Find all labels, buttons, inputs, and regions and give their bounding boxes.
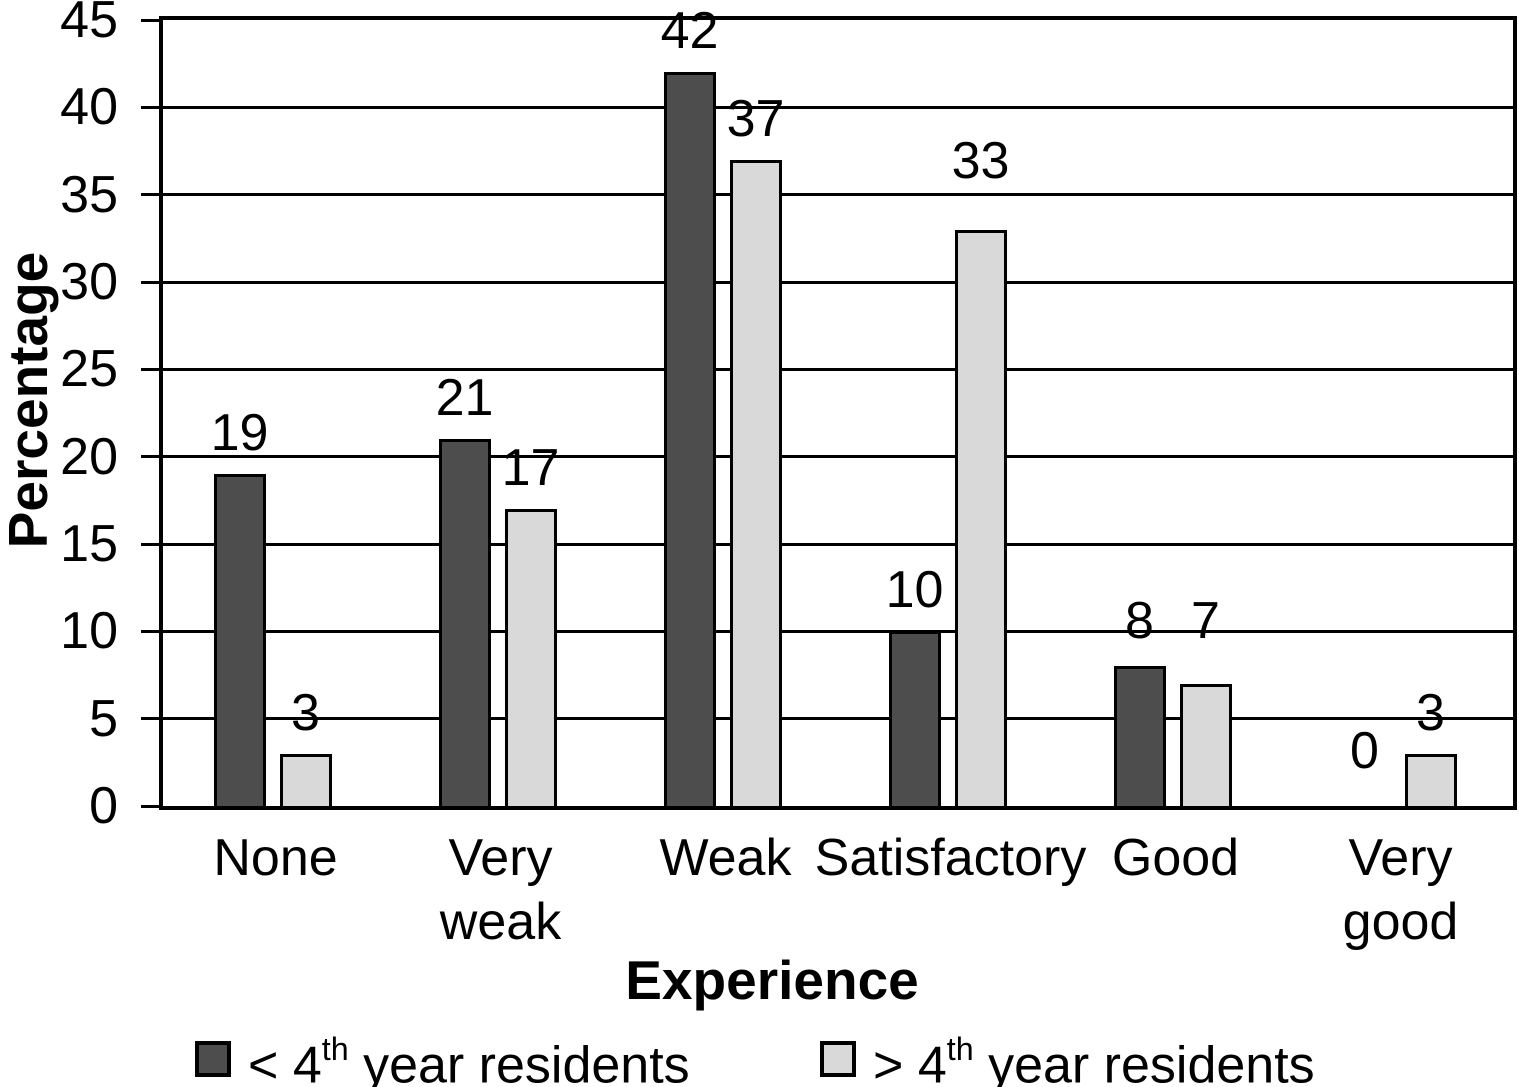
bar-lt4-3 [888,631,941,806]
y-tick-label: 5 [89,689,118,748]
bar-value-label: 19 [210,404,269,463]
x-category-label: Good [1111,829,1240,887]
grid-line [163,717,1513,721]
bar-lt4-0 [213,474,266,806]
bar-value-label: 7 [1191,591,1220,650]
grid-line [163,455,1513,459]
y-axis-tick [141,542,163,546]
x-category-label: Very good [1342,829,1459,951]
legend-swatch [820,1041,856,1078]
y-tick-label: 30 [60,253,118,311]
legend-label: > 4th year residents [873,1031,1315,1087]
y-axis-tick [141,105,163,109]
bar-lt4-1 [438,439,491,806]
x-category-label: Weak [659,829,792,887]
bar-gt4-1 [504,509,557,806]
y-tick-label: 45 [60,0,118,49]
y-axis-tick [141,367,163,371]
y-tick-label: 20 [60,427,118,486]
bar-gt4-5 [1404,753,1457,806]
y-tick-label: 25 [60,340,118,399]
grid-line [163,629,1513,633]
y-axis-tick [141,280,163,284]
y-tick-label: 40 [60,78,118,137]
legend-item-gt4: > 4th year residents [820,1022,1315,1087]
y-axis-tick [141,18,163,22]
bar-value-label: 10 [885,561,944,620]
bar-gt4-2 [729,159,782,806]
grid-line [163,105,1513,109]
y-axis-tick [141,455,163,459]
bar-lt4-2 [663,72,716,806]
grid-line [163,542,1513,546]
y-tick-label: 35 [60,165,118,224]
x-category-label: None [213,829,338,887]
bar-lt4-4 [1113,666,1166,806]
bar-value-label: 21 [435,369,494,428]
plot-area: 19 3 21 17 42 37 10 33 8 7 0 3 [159,2,1517,810]
bar-value-label: 17 [501,439,560,498]
y-axis-tick [141,193,163,197]
bar-gt4-0 [279,753,332,806]
legend-swatch [195,1041,231,1078]
y-axis-tick [141,717,163,721]
x-axis-title: Experience [625,949,919,1011]
y-tick-label: 15 [60,515,118,573]
y-axis-tick [141,804,163,808]
bar-value-label: 37 [726,89,785,148]
bar-value-label: 8 [1125,592,1154,651]
bar-gt4-4 [1179,683,1232,806]
bar-value-label: 33 [951,131,1010,190]
legend-label: < 4th year residents [248,1031,690,1087]
bar-value-label: 42 [660,2,719,61]
grid-line [163,280,1513,284]
grid-line [163,367,1513,371]
x-category-label: Very weak [439,829,562,951]
bar-gt4-3 [954,229,1007,806]
x-category-label: Satisfactory [814,829,1087,887]
bar-value-label: 3 [291,683,320,742]
bar-value-label: 0 [1350,722,1379,780]
y-tick-label: 10 [60,602,118,661]
legend-item-lt4: < 4th year residents [195,1022,690,1087]
grid-line [163,193,1513,197]
y-tick-label: 0 [89,777,118,835]
bar-value-label: 3 [1416,683,1445,742]
y-axis-tick [141,629,163,633]
